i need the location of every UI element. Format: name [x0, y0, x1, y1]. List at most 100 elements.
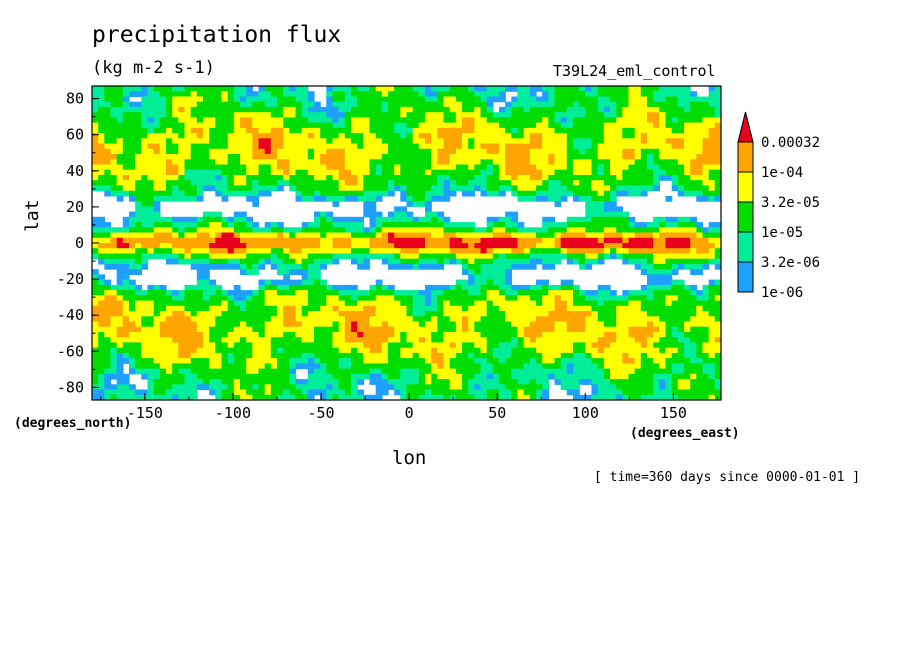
field-cell: [252, 311, 260, 317]
field-cell: [307, 232, 315, 239]
field-cell: [560, 300, 568, 307]
field-cell: [369, 169, 377, 176]
field-cell: [289, 180, 297, 186]
field-cell: [585, 295, 593, 302]
field-cell: [499, 190, 506, 197]
field-cell: [455, 316, 463, 323]
field-cell: [172, 311, 179, 317]
field-cell: [196, 295, 204, 302]
field-cell: [665, 300, 673, 307]
field-cell: [437, 332, 445, 338]
field-cell: [135, 326, 142, 333]
field-cell: [209, 321, 216, 328]
field-cell: [289, 321, 297, 328]
field-cell: [480, 316, 488, 323]
field-cell: [110, 321, 118, 328]
field-cell: [431, 305, 438, 312]
field-cell: [190, 138, 198, 145]
field-cell: [511, 216, 519, 223]
field-cell: [628, 185, 636, 192]
field-cell: [616, 363, 623, 370]
field-cell: [116, 269, 124, 275]
field-cell: [437, 253, 445, 260]
field-cell: [196, 180, 204, 186]
field-cell: [221, 106, 229, 113]
field-cell: [221, 122, 229, 129]
field-cell: [696, 368, 704, 375]
field-cell: [98, 86, 105, 92]
field-cell: [566, 363, 574, 370]
field-cell: [597, 227, 605, 234]
field-cell: [499, 154, 506, 160]
field-cell: [240, 216, 247, 223]
field-cell: [252, 106, 260, 113]
field-cell: [326, 159, 334, 166]
field-cell: [301, 232, 309, 239]
field-cell: [320, 368, 327, 375]
field-cell: [258, 258, 266, 265]
field-cell: [307, 101, 315, 108]
field-cell: [203, 112, 210, 118]
field-cell: [659, 368, 667, 375]
field-cell: [394, 227, 401, 234]
field-cell: [159, 190, 167, 197]
field-cell: [412, 122, 420, 129]
field-cell: [665, 263, 673, 270]
field-cell: [499, 305, 506, 312]
field-cell: [394, 352, 401, 359]
x-axis-label: lon: [392, 447, 427, 469]
field-cell: [159, 216, 167, 223]
field-cell: [653, 122, 660, 129]
field-cell: [240, 295, 247, 302]
field-cell: [246, 295, 253, 302]
field-cell: [332, 248, 340, 254]
field-cell: [628, 316, 636, 323]
field-cell: [332, 148, 340, 155]
field-cell: [178, 368, 186, 375]
field-cell: [116, 117, 124, 124]
field-cell: [597, 211, 605, 218]
field-cell: [671, 253, 679, 260]
field-cell: [307, 300, 315, 307]
field-cell: [449, 258, 457, 265]
field-cell: [388, 332, 395, 338]
field-cell: [141, 101, 149, 108]
field-cell: [640, 159, 648, 166]
field-cell: [665, 342, 673, 349]
field-cell: [665, 122, 673, 129]
field-cell: [566, 248, 574, 254]
field-cell: [702, 332, 710, 338]
field-cell: [536, 290, 543, 296]
field-cell: [665, 352, 673, 359]
field-cell: [209, 185, 216, 192]
field-cell: [221, 169, 229, 176]
field-cell: [301, 101, 309, 108]
field-cell: [634, 290, 642, 296]
field-cell: [104, 373, 112, 380]
field-cell: [677, 185, 685, 192]
field-cell: [499, 185, 506, 192]
field-cell: [351, 101, 358, 108]
field-cell: [307, 154, 315, 160]
field-cell: [221, 195, 229, 202]
field-cell: [431, 222, 438, 228]
field-cell: [252, 127, 260, 134]
field-cell: [394, 154, 401, 160]
field-cell: [499, 269, 506, 275]
field-cell: [246, 222, 253, 228]
field-cell: [566, 321, 574, 328]
field-cell: [104, 117, 112, 124]
field-cell: [400, 311, 408, 317]
field-cell: [388, 358, 395, 364]
field-cell: [455, 347, 463, 354]
field-cell: [203, 154, 210, 160]
field-cell: [178, 300, 186, 307]
field-cell: [184, 112, 192, 118]
field-cell: [647, 368, 654, 375]
field-cell: [585, 352, 593, 359]
field-cell: [203, 127, 210, 134]
field-cell: [283, 342, 290, 349]
field-cell: [603, 148, 611, 155]
field-cell: [529, 112, 537, 118]
field-cell: [184, 180, 192, 186]
